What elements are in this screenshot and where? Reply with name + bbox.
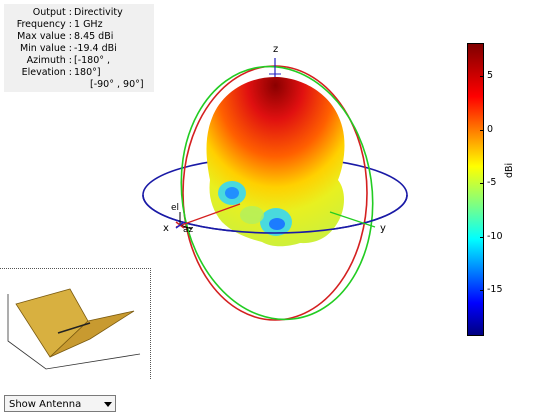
- info-row-output: Output : Directivity: [4, 7, 154, 19]
- az-label: az: [183, 225, 194, 235]
- colorbar-tickmark: [480, 130, 484, 131]
- radiation-lobe: [206, 77, 345, 247]
- y-axis-label: y: [380, 223, 386, 234]
- info-key: Frequency :: [16, 19, 72, 30]
- lobe-minimum-left-core: [225, 187, 239, 199]
- colorbar-tick-label: -5: [487, 177, 497, 188]
- y-axis-line: [329, 211, 376, 228]
- chevron-down-icon[interactable]: [104, 402, 112, 407]
- info-row-min: Min value : -19.4 dBi: [4, 43, 154, 55]
- info-value: 180°]: [74, 67, 101, 78]
- colorbar-tickmark: [480, 76, 484, 77]
- x-axis-line: [175, 203, 241, 228]
- elevation-ring-green: [180, 65, 374, 321]
- antenna-plate-left: [15, 288, 89, 358]
- lobe-minimum-bottom-core: [269, 218, 285, 230]
- x-axis-label: x: [163, 223, 169, 234]
- antenna-geometry: [7, 288, 141, 370]
- info-row-max: Max value : 8.45 dBi: [4, 31, 154, 43]
- colorbar-tick-label: -10: [487, 231, 503, 242]
- colorbar-tick-label: 0: [487, 124, 494, 135]
- thumbnail-box-line: [7, 294, 141, 370]
- colorbar-tickmark: [480, 237, 484, 238]
- info-value: -19.4 dBi: [74, 43, 117, 54]
- info-panel: Output : Directivity Frequency : 1 GHz M…: [4, 4, 154, 92]
- info-row-extra: [-90° , 90°]: [4, 79, 154, 91]
- info-value: [-180° ,: [74, 55, 111, 66]
- info-key: Max value :: [17, 31, 72, 42]
- info-key: Output :: [32, 7, 72, 18]
- info-row-frequency: Frequency : 1 GHz: [4, 19, 154, 31]
- triad-blue: [175, 221, 185, 229]
- info-value: 8.45 dBi: [74, 31, 114, 42]
- colorbar-tickmark: [480, 290, 484, 291]
- colorbar-tickmark: [480, 183, 484, 184]
- el-label: el: [171, 203, 180, 213]
- azimuth-ring-front: [142, 194, 408, 234]
- info-row-azimuth: Azimuth : [-180° ,: [4, 55, 154, 67]
- info-key: Min value :: [19, 43, 72, 54]
- z-axis-label: z: [273, 44, 279, 55]
- colorbar-unit-label: dBi: [504, 162, 515, 178]
- info-value: 1 GHz: [74, 19, 103, 30]
- antenna-plate-right: [49, 310, 135, 358]
- lobe-highlight: [240, 206, 264, 224]
- info-row-elevation: Elevation : 180°]: [4, 67, 154, 79]
- info-key: Elevation :: [21, 67, 72, 78]
- antenna-feed: [57, 322, 91, 334]
- show-antenna-dropdown[interactable]: Show Antenna: [4, 395, 116, 412]
- colorbar: [467, 43, 484, 336]
- antenna-thumbnail: [0, 268, 151, 379]
- info-value: Directivity: [74, 7, 123, 18]
- info-key: Azimuth :: [26, 55, 72, 66]
- info-extra: [-90° , 90°]: [90, 79, 144, 90]
- colorbar-tick-label: -15: [487, 284, 503, 295]
- colorbar-tick-label: 5: [487, 70, 494, 81]
- dropdown-selected-label: Show Antenna: [9, 399, 82, 410]
